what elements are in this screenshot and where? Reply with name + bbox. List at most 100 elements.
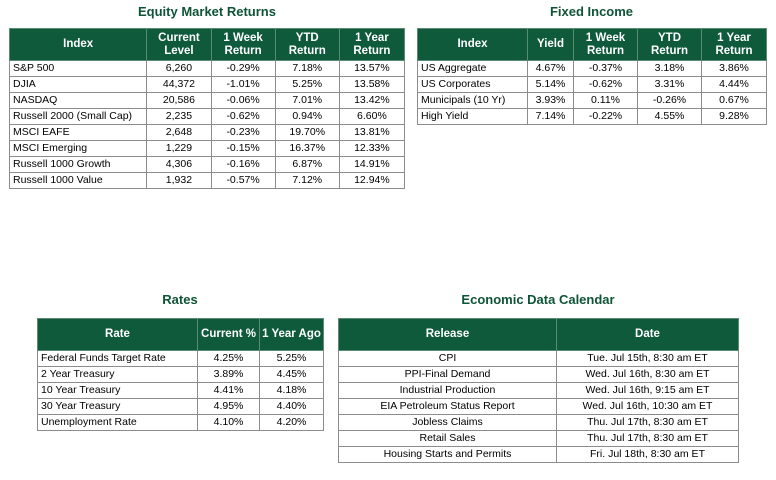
equity-cell: -0.62%	[210, 108, 276, 125]
rates-cell: 4.25%	[197, 350, 260, 367]
fixed-income-cell: 3.93%	[527, 92, 574, 109]
equity-cell: 13.57%	[338, 60, 406, 77]
rates-row: 30 Year Treasury 4.95% 4.40%	[37, 398, 324, 415]
equity-cell: 4,306	[146, 156, 212, 173]
equity-row: S&P 500 6,260 -0.29% 7.18% 13.57%	[8, 60, 406, 77]
calendar-title: Economic Data Calendar	[461, 292, 615, 307]
calendar-row: CPI Tue. Jul 15th, 8:30 am ET	[338, 350, 739, 367]
equity-cell: 14.91%	[338, 156, 406, 173]
rates-cell: 30 Year Treasury	[37, 398, 198, 415]
rates-header-row: Rate Current % 1 Year Ago	[37, 318, 324, 351]
calendar-row: Housing Starts and Permits Fri. Jul 18th,…	[338, 446, 739, 463]
equity-cell: 12.33%	[338, 140, 406, 157]
calendar-cell: Fri. Jul 18th, 8:30 am ET	[556, 446, 739, 463]
fixed-income-cell: -0.26%	[637, 92, 702, 109]
fixed-income-header-row: Index Yield 1 Week Return YTD Return 1 Year …	[417, 28, 767, 61]
calendar-header-row: Release Date	[338, 318, 739, 351]
calendar-cell: PPI-Final Demand	[338, 366, 557, 383]
calendar-row: Jobless Claims Thu. Jul 17th, 8:30 am ET	[338, 414, 739, 431]
equity-cell: MSCI EAFE	[8, 124, 148, 141]
equity-table: Index Current Level 1 Week Return YTD Retur…	[8, 28, 406, 189]
equity-cell: 1,229	[146, 140, 212, 157]
fixed-income-table: Index Yield 1 Week Return YTD Return 1 Year …	[417, 28, 767, 125]
fixed-income-body: US Aggregate 4.67% -0.37% 3.18% 3.86% US Corp…	[417, 60, 767, 125]
calendar-cell: Wed. Jul 16th, 10:30 am ET	[556, 398, 739, 415]
calendar-header-cell: Release	[338, 318, 557, 351]
fixed-income-row: US Aggregate 4.67% -0.37% 3.18% 3.86%	[417, 60, 767, 77]
rates-cell: 3.89%	[197, 366, 260, 383]
rates-cell: 10 Year Treasury	[37, 382, 198, 399]
equity-header-cell: Current Level	[146, 28, 212, 61]
rates-row: Unemployment Rate 4.10% 4.20%	[37, 414, 324, 431]
rates-header-cell: 1 Year Ago	[259, 318, 324, 351]
calendar-row: Industrial Production Wed. Jul 16th, 9:15…	[338, 382, 739, 399]
fixed-income-cell: -0.22%	[573, 108, 638, 125]
calendar-body: CPI Tue. Jul 15th, 8:30 am ET PPI-Final De…	[338, 350, 739, 463]
rates-row: Federal Funds Target Rate 4.25% 5.25%	[37, 350, 324, 367]
fixed-income-header-cell: Index	[417, 28, 528, 61]
fixed-income-cell: US Aggregate	[417, 60, 528, 77]
calendar-cell: CPI	[338, 350, 557, 367]
equity-header-row: Index Current Level 1 Week Return YTD Retur…	[8, 28, 406, 61]
equity-cell: 5.25%	[274, 76, 340, 93]
equity-row: DJIA 44,372 -1.01% 5.25% 13.58%	[8, 76, 406, 93]
equity-cell: -0.29%	[210, 60, 276, 77]
fixed-income-header-cell: Yield	[527, 28, 574, 61]
equity-cell: Russell 1000 Value	[8, 172, 148, 189]
rates-header-cell: Current %	[197, 318, 260, 351]
rates-cell: 2 Year Treasury	[37, 366, 198, 383]
fixed-income-cell: US Corporates	[417, 76, 528, 93]
equity-cell: 2,235	[146, 108, 212, 125]
fixed-income-title: Fixed Income	[549, 4, 634, 19]
rates-cell: Federal Funds Target Rate	[37, 350, 198, 367]
equity-cell: -0.16%	[210, 156, 276, 173]
equity-row: Russell 1000 Growth 4,306 -0.16% 6.87% 14.91…	[8, 156, 406, 173]
rates-cell: Unemployment Rate	[37, 414, 198, 431]
fixed-income-cell: -0.37%	[573, 60, 638, 77]
fixed-income-cell: 4.55%	[637, 108, 702, 125]
equity-cell: DJIA	[8, 76, 148, 93]
equity-cell: -0.15%	[210, 140, 276, 157]
rates-header-cell: Rate	[37, 318, 198, 351]
equity-row: MSCI EAFE 2,648 -0.23% 19.70% 13.81%	[8, 124, 406, 141]
fixed-income-cell: 3.86%	[701, 60, 767, 77]
fixed-income-row: Municipals (10 Yr) 3.93% 0.11% -0.26% 0.67%	[417, 92, 767, 109]
equity-cell: 19.70%	[274, 124, 340, 141]
rates-row: 2 Year Treasury 3.89% 4.45%	[37, 366, 324, 383]
rates-table: Rate Current % 1 Year Ago Federal Funds Ta…	[37, 318, 324, 431]
calendar-cell: Tue. Jul 15th, 8:30 am ET	[556, 350, 739, 367]
equity-cell: 7.01%	[274, 92, 340, 109]
equity-row: MSCI Emerging 1,229 -0.15% 16.37% 12.33%	[8, 140, 406, 157]
equity-header-cell: Index	[8, 28, 148, 61]
equity-row: Russell 1000 Value 1,932 -0.57% 7.12% 12.94%	[8, 172, 406, 189]
calendar-section: Economic Data Calendar Release Date CPI Tu…	[338, 292, 739, 463]
rates-cell: 4.18%	[259, 382, 324, 399]
equity-header-cell: YTD Return	[274, 28, 340, 61]
equity-title: Equity Market Returns	[138, 4, 276, 19]
equity-section: Equity Market Returns Index Current Level…	[8, 4, 406, 189]
calendar-table: Release Date CPI Tue. Jul 15th, 8:30 am ET…	[338, 318, 739, 463]
equity-cell: -0.23%	[210, 124, 276, 141]
fixed-income-header-cell: YTD Return	[637, 28, 702, 61]
equity-cell: -1.01%	[210, 76, 276, 93]
equity-cell: NASDAQ	[8, 92, 148, 109]
fixed-income-row: US Corporates 5.14% -0.62% 3.31% 4.44%	[417, 76, 767, 93]
calendar-cell: Jobless Claims	[338, 414, 557, 431]
fixed-income-cell: 9.28%	[701, 108, 767, 125]
rates-title: Rates	[162, 292, 198, 307]
fixed-income-cell: 4.67%	[527, 60, 574, 77]
equity-cell: Russell 2000 (Small Cap)	[8, 108, 148, 125]
fixed-income-cell: 0.11%	[573, 92, 638, 109]
fixed-income-header-cell: 1 Year Return	[701, 28, 767, 61]
equity-cell: 12.94%	[338, 172, 406, 189]
calendar-cell: Retail Sales	[338, 430, 557, 447]
equity-cell: 6.60%	[338, 108, 406, 125]
equity-cell: S&P 500	[8, 60, 148, 77]
equity-cell: 6.87%	[274, 156, 340, 173]
equity-body: S&P 500 6,260 -0.29% 7.18% 13.57% DJIA 44,372-…	[8, 60, 406, 189]
equity-row: Russell 2000 (Small Cap) 2,235 -0.62% 0.94%…	[8, 108, 406, 125]
equity-cell: 6,260	[146, 60, 212, 77]
fixed-income-cell: 0.67%	[701, 92, 767, 109]
rates-section: Rates Rate Current % 1 Year Ago Federal Fu…	[37, 292, 324, 431]
equity-cell: 13.81%	[338, 124, 406, 141]
